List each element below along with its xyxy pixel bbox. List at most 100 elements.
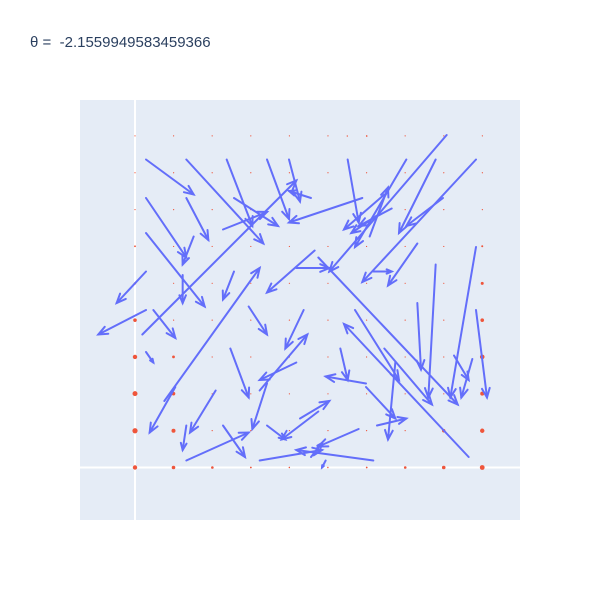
vector-head [447,394,460,407]
grid-point [404,356,406,358]
vector-head [286,214,300,225]
grid-point [365,430,368,432]
vector-arrow [368,185,390,238]
vector-arrow [284,309,305,351]
vector-head [422,393,434,407]
vector-head [279,429,293,442]
grid-point [404,209,406,211]
vector-shaft [387,361,397,441]
grid-point [443,135,445,137]
grid-point [288,319,291,321]
grid-point [404,430,406,432]
grid-point [365,245,368,248]
grid-point [288,393,291,395]
data-point [441,465,446,470]
vector-arrow [372,268,395,275]
vector-shaft [460,358,474,399]
grid-point [327,356,329,358]
vector-arrow [247,305,269,337]
grid-point [481,209,483,211]
vector-shaft [148,386,177,434]
vector-head [235,446,247,460]
vector-head [356,217,370,228]
vector-shaft [317,256,459,406]
vector-shaft [222,270,235,301]
vector-arrow [163,265,262,402]
vector-head [267,216,281,228]
grid-point [443,209,445,211]
vector-head [244,215,254,229]
vector-arrow [286,197,364,225]
vector-head [318,399,332,411]
vector-head [182,184,196,197]
vector-shaft [398,158,437,234]
data-point [211,466,214,469]
grid-point [481,172,483,174]
data-point [481,245,484,248]
vector-shaft [310,442,323,458]
vector-shaft [405,197,444,227]
data-point [249,466,252,469]
vector-head [323,373,337,383]
grid-point [327,245,329,248]
vector-head [240,386,251,400]
vector-head [320,464,325,470]
data-point [172,355,175,359]
vector-head [149,357,155,365]
data-point [479,465,485,470]
grid-point [443,282,445,284]
vector-arrow [185,431,252,462]
vector-shaft [225,158,254,227]
vector-shaft [145,197,188,259]
vector-head [237,431,252,441]
data-point [133,318,137,322]
grid-point [443,393,445,395]
grid-point [365,282,368,284]
vector-head [480,386,491,401]
vector-shaft [145,232,206,308]
vector-arrow [386,242,419,288]
vector-arrow [258,332,309,392]
vector-arrow [141,178,299,336]
grid-point [250,245,252,248]
vector-arrow [188,389,217,435]
data-point [480,281,484,285]
vector-arrow [221,270,235,302]
data-point [480,428,485,433]
vector-head [265,282,278,295]
data-point [403,466,407,469]
vector-arrow [327,134,448,274]
vector-shaft [258,333,309,392]
vector-arrow [404,197,444,228]
vector-arrow [299,399,332,420]
vector-head [253,233,266,246]
vector-shaft [247,305,268,336]
vector-shaft [284,309,305,350]
data-point [346,135,348,137]
vector-arrow [181,235,195,267]
grid-point [365,172,368,174]
grid-point [211,319,213,321]
grid-point [327,135,329,137]
data-point [327,466,329,469]
vector-head [297,332,309,346]
data-point [288,466,291,469]
vector-arrow [179,424,188,453]
vector-head [327,260,340,274]
vector-shaft [266,158,290,220]
grid-point [365,319,368,321]
vector-arrow [323,373,367,385]
vector-shaft [361,158,477,283]
vector-head [286,189,297,197]
vector-head [380,185,390,199]
data-point [134,245,136,248]
grid-point [250,393,252,395]
vector-arrow [257,361,298,382]
vector-arrow [185,158,266,246]
vector-shaft [229,347,250,399]
vector-arrow [229,347,251,400]
vector-shaft [251,382,268,430]
vector-arrow [145,232,207,309]
grid-point [404,282,406,284]
